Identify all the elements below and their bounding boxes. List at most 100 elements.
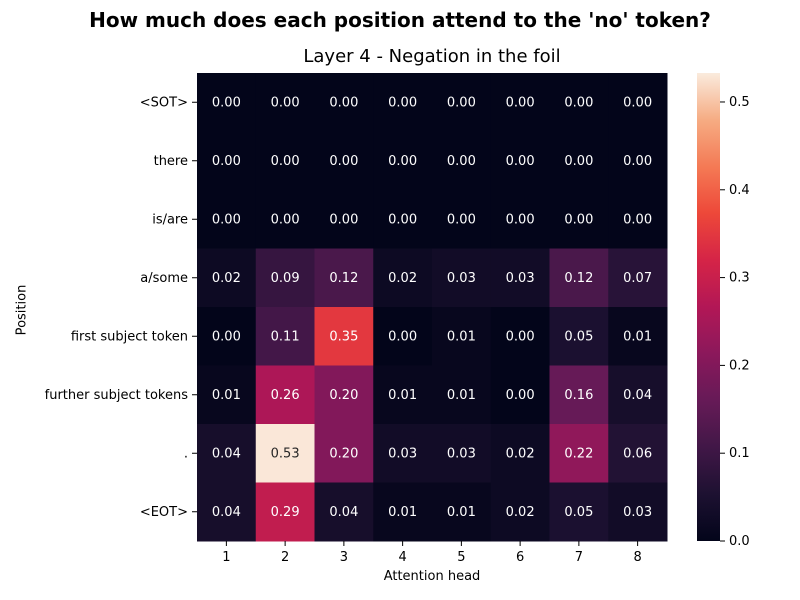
heatmap-cell bbox=[373, 248, 433, 308]
y-tick-label: is/are bbox=[152, 212, 188, 227]
x-tick-label: 6 bbox=[516, 550, 524, 565]
heatmap-cell bbox=[314, 248, 374, 308]
cell-value-label: 0.05 bbox=[564, 329, 593, 344]
heatmap-cell bbox=[255, 73, 315, 132]
cell-value-label: 0.04 bbox=[623, 388, 652, 403]
cell-value-label: 0.22 bbox=[564, 446, 593, 461]
cell-value-label: 0.00 bbox=[212, 154, 241, 169]
heatmap-cell bbox=[549, 190, 609, 249]
heatmap-cell bbox=[549, 307, 609, 366]
heatmap-cell bbox=[197, 73, 257, 132]
heatmap-cell bbox=[608, 190, 668, 249]
heatmap-cell bbox=[490, 131, 550, 191]
cell-value-label: 0.00 bbox=[212, 212, 241, 227]
cell-value-label: 0.20 bbox=[329, 388, 358, 403]
heatmap-cell bbox=[197, 131, 257, 191]
cell-value-label: 0.00 bbox=[447, 212, 476, 227]
colorbar-tick-label: 0.0 bbox=[729, 534, 750, 549]
heatmap-cell bbox=[490, 248, 550, 308]
heatmap-cell bbox=[314, 365, 374, 425]
y-tick-label: <EOT> bbox=[140, 505, 188, 520]
cell-value-label: 0.00 bbox=[623, 95, 652, 110]
x-tick-label: 5 bbox=[457, 550, 465, 565]
heatmap-cell bbox=[255, 190, 315, 249]
cell-value-label: 0.12 bbox=[564, 271, 593, 286]
heatmap-cells bbox=[197, 73, 668, 542]
cell-value-label: 0.02 bbox=[506, 505, 535, 520]
cell-value-label: 0.00 bbox=[506, 154, 535, 169]
cell-value-label: 0.03 bbox=[388, 446, 417, 461]
x-axis-ticks: 1 2 3 4 5 6 7 8 bbox=[222, 541, 642, 565]
colorbar: 0.0 0.1 0.2 0.3 0.4 0.5 bbox=[697, 73, 750, 549]
cell-value-label: 0.00 bbox=[329, 212, 358, 227]
heatmap-cell bbox=[608, 365, 668, 425]
cell-value-label: 0.06 bbox=[623, 446, 652, 461]
heatmap-cell bbox=[549, 482, 609, 542]
heatmap-cell-labels: 0.00 0.00 0.00 0.00 0.00 0.00 0.00 0.00 0.00 0.00… bbox=[212, 95, 652, 520]
cell-value-label: 0.00 bbox=[564, 154, 593, 169]
cell-value-label: 0.01 bbox=[447, 329, 476, 344]
heatmap-cell bbox=[490, 73, 550, 132]
cell-value-label: 0.01 bbox=[447, 505, 476, 520]
cell-value-label: 0.00 bbox=[447, 154, 476, 169]
heatmap-cell bbox=[432, 424, 492, 483]
heatmap-cell bbox=[197, 365, 257, 425]
heatmap-cell bbox=[432, 73, 492, 132]
heatmap-cell bbox=[432, 190, 492, 249]
x-tick-label: 4 bbox=[398, 550, 406, 565]
cell-value-label: 0.03 bbox=[623, 505, 652, 520]
heatmap-cell bbox=[255, 482, 315, 542]
cell-value-label: 0.00 bbox=[271, 154, 300, 169]
cell-value-label: 0.00 bbox=[506, 329, 535, 344]
cell-value-label: 0.11 bbox=[271, 329, 300, 344]
heatmap-cell bbox=[197, 424, 257, 483]
heatmap-cell bbox=[608, 307, 668, 366]
heatmap-cell bbox=[608, 248, 668, 308]
heatmap-cell bbox=[255, 248, 315, 308]
heatmap-cell bbox=[314, 424, 374, 483]
x-tick-label: 1 bbox=[222, 550, 230, 565]
cell-value-label: 0.00 bbox=[388, 212, 417, 227]
colorbar-tick-label: 0.2 bbox=[729, 358, 750, 373]
heatmap-cell bbox=[549, 73, 609, 132]
cell-value-label: 0.02 bbox=[506, 446, 535, 461]
heatmap-cell bbox=[549, 424, 609, 483]
heatmap-cell bbox=[255, 307, 315, 366]
x-tick-label: 8 bbox=[633, 550, 641, 565]
cell-value-label: 0.00 bbox=[506, 388, 535, 403]
heatmap-cell bbox=[373, 482, 433, 542]
heatmap-cell bbox=[608, 482, 668, 542]
cell-value-label: 0.00 bbox=[447, 95, 476, 110]
heatmap-cell bbox=[197, 482, 257, 542]
heatmap-cell bbox=[432, 131, 492, 191]
heatmap-cell bbox=[549, 248, 609, 308]
cell-value-label: 0.01 bbox=[447, 388, 476, 403]
y-axis-ticks: <SOT> there is/are a/some first subject toke… bbox=[45, 95, 197, 520]
cell-value-label: 0.04 bbox=[329, 505, 358, 520]
heatmap-cell bbox=[432, 365, 492, 425]
heatmap-cell bbox=[373, 73, 433, 132]
cell-value-label: 0.04 bbox=[212, 446, 241, 461]
heatmap-cell bbox=[432, 248, 492, 308]
x-tick-label: 3 bbox=[340, 550, 348, 565]
chart-title: Layer 4 - Negation in the foil bbox=[303, 46, 561, 67]
cell-value-label: 0.05 bbox=[564, 505, 593, 520]
cell-value-label: 0.00 bbox=[271, 95, 300, 110]
heatmap-cell bbox=[373, 307, 433, 366]
cell-value-label: 0.02 bbox=[388, 271, 417, 286]
heatmap-cell bbox=[314, 482, 374, 542]
cell-value-label: 0.02 bbox=[212, 271, 241, 286]
cell-value-label: 0.00 bbox=[388, 95, 417, 110]
cell-value-label: 0.01 bbox=[623, 329, 652, 344]
heatmap-cell bbox=[490, 307, 550, 366]
cell-value-label: 0.29 bbox=[271, 505, 300, 520]
cell-value-label: 0.20 bbox=[329, 446, 358, 461]
heatmap-cell bbox=[490, 482, 550, 542]
heatmap-cell bbox=[314, 131, 374, 191]
heatmap-cell bbox=[608, 73, 668, 132]
x-axis-label: Attention head bbox=[383, 569, 481, 584]
heatmap-cell bbox=[490, 190, 550, 249]
heatmap-cell bbox=[314, 190, 374, 249]
heatmap-cell bbox=[197, 190, 257, 249]
